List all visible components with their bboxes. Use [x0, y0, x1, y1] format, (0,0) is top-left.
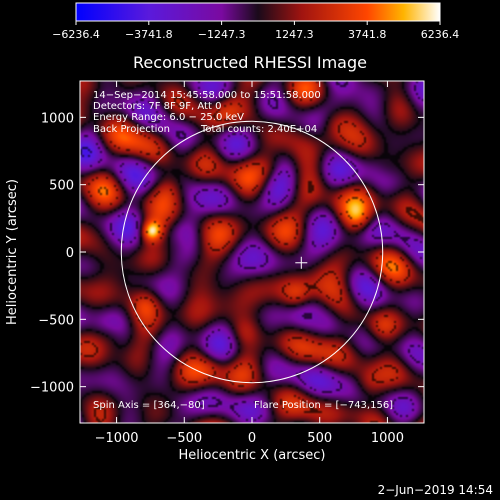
- y-tick-label: 1000: [41, 111, 74, 126]
- colorbar-tick-label: 3741.8: [348, 28, 387, 41]
- x-axis-label: Heliocentric X (arcsec): [179, 448, 326, 463]
- chart-title: Reconstructed RHESSI Image: [133, 53, 367, 72]
- y-tick-label: 500: [49, 179, 74, 194]
- colorbar-tick-label: −6236.4: [52, 28, 100, 41]
- heatmap-image: [80, 81, 424, 423]
- solar-limb-circle: [120, 120, 384, 384]
- method-text: Back Projection: [93, 124, 170, 135]
- y-tick-label: 0: [66, 246, 74, 261]
- colorbar-tick-label: 6236.4: [421, 28, 460, 41]
- time-range-text: 14−Sep−2014 15:45:58.000 to 15:51:58.000: [93, 90, 321, 101]
- colorbar-tick-label: −3741.8: [125, 28, 173, 41]
- render-timestamp: 2−Jun−2019 14:54: [378, 483, 493, 497]
- x-axis-ticks: −1000 −500 0 500 1000: [95, 81, 404, 446]
- sun-center-marker: [295, 256, 308, 269]
- x-tick-label: 1000: [371, 431, 404, 446]
- colorbar-tick-label: 1247.3: [275, 28, 314, 41]
- total-counts-text: Total counts: 2.40E+04: [200, 124, 317, 135]
- x-tick-label: 500: [307, 431, 332, 446]
- x-tick-label: 0: [248, 431, 256, 446]
- colorbar: [75, 2, 441, 22]
- x-tick-label: −1000: [95, 431, 139, 446]
- x-tick-label: −500: [166, 431, 202, 446]
- y-axis-ticks: −1000 −500 0 500 1000: [30, 111, 424, 396]
- energy-range-text: Energy Range: 6.0 − 25.0 keV: [93, 112, 244, 123]
- y-tick-label: −1000: [30, 381, 74, 396]
- y-axis-label: Heliocentric Y (arcsec): [5, 179, 20, 325]
- colorbar-ticks: −6236.4 −3741.8 −1247.3 1247.3 3741.8 6236.4: [52, 21, 459, 41]
- detectors-text: Detectors: 7F 8F 9F, Att 0: [93, 101, 221, 112]
- spin-axis-text: Spin Axis = [364,−80]: [93, 400, 205, 411]
- observation-annotations: 14−Sep−2014 15:45:58.000 to 15:51:58.000…: [93, 90, 393, 411]
- flare-position-text: Flare Position = [−743,156]: [254, 400, 393, 411]
- y-tick-label: −500: [38, 313, 74, 328]
- colorbar-tick-label: −1247.3: [198, 28, 246, 41]
